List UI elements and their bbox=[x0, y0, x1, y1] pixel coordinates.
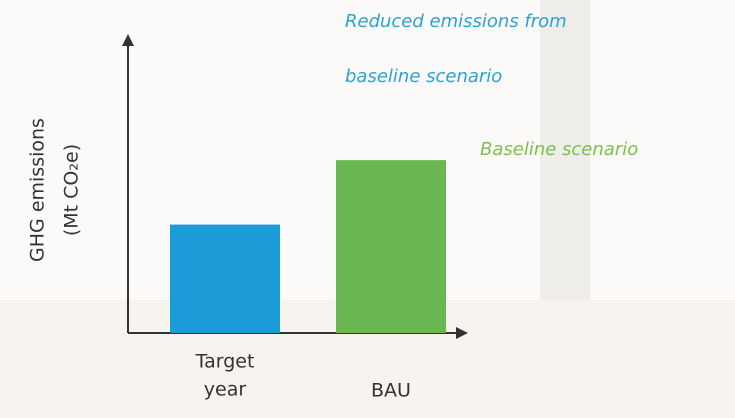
x-tick-label: BAU bbox=[371, 380, 411, 402]
y-axis-label: GHG emissions bbox=[27, 118, 49, 262]
bar bbox=[336, 160, 446, 333]
annotation: Reduced emissions from bbox=[345, 11, 567, 32]
y-axis-arrow bbox=[122, 34, 134, 46]
y-axis-label: (Mt CO₂e) bbox=[61, 144, 83, 236]
x-tick-label: year bbox=[204, 379, 247, 401]
annotation: Baseline scenario bbox=[480, 139, 638, 160]
bar bbox=[170, 224, 280, 333]
annotation: baseline scenario bbox=[345, 66, 502, 87]
x-tick-label: Target bbox=[195, 351, 255, 373]
x-axis-arrow bbox=[456, 327, 468, 339]
